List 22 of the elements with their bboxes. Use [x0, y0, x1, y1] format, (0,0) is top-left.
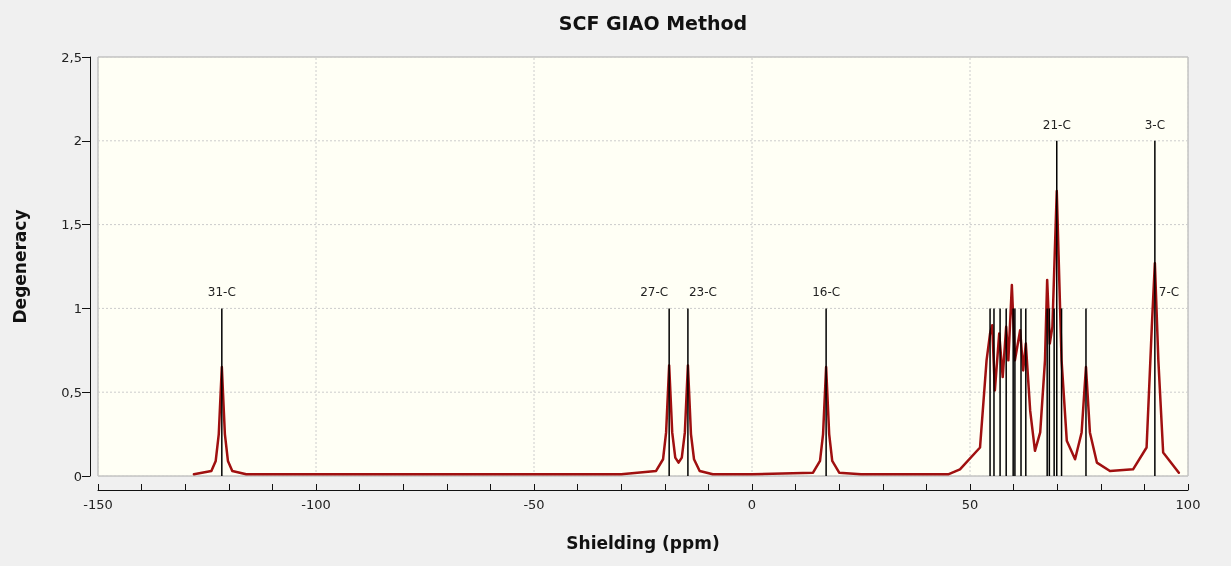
y-axis-title: Degeneracy [9, 209, 30, 324]
chart-title: SCF GIAO Method [558, 11, 748, 34]
x-tick-label: 50 [961, 497, 979, 512]
y-tick-label: 0,5 [61, 384, 82, 400]
y-tick-label: 1 [73, 300, 82, 316]
annotation: 27-C [640, 285, 669, 300]
annotation: 21-C [1042, 117, 1071, 132]
x-tick-label: 100 [1175, 497, 1201, 512]
annotation: 7-C [1158, 285, 1180, 300]
x-tick-label: -50 [523, 497, 545, 512]
y-tick-label: 1,5 [61, 217, 82, 233]
y-tick-label: 0 [73, 468, 82, 484]
x-tick-label: -100 [301, 497, 331, 512]
y-tick-label: 2,5 [61, 49, 82, 65]
y-tick-label: 2 [73, 133, 82, 149]
annotation: 16-C [812, 285, 841, 300]
x-axis-title: Shielding (ppm) [566, 532, 720, 553]
annotation: 23-C [688, 285, 717, 300]
x-tick-label: -150 [83, 497, 113, 512]
annotation: 3-C [1144, 117, 1166, 132]
annotation: 31-C [207, 285, 236, 300]
x-tick-label: 0 [747, 497, 757, 512]
